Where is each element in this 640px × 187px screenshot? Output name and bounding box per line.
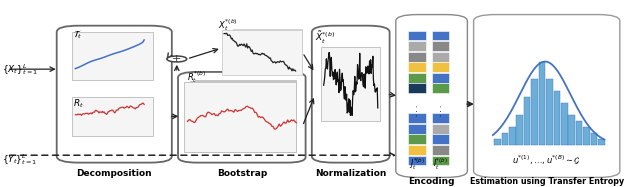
Bar xyxy=(502,133,508,145)
Bar xyxy=(509,127,516,145)
Bar xyxy=(195,80,296,151)
Bar xyxy=(432,73,449,83)
Bar xyxy=(408,145,426,155)
Bar xyxy=(408,113,426,123)
Text: Encoding: Encoding xyxy=(408,177,455,186)
Bar xyxy=(546,79,553,145)
FancyBboxPatch shape xyxy=(178,72,305,163)
Bar xyxy=(539,62,545,145)
Bar xyxy=(72,32,153,80)
Bar xyxy=(221,30,303,75)
Text: $\{X_t\}_{t=1}^L$: $\{X_t\}_{t=1}^L$ xyxy=(2,62,38,77)
Bar xyxy=(408,134,426,144)
Bar xyxy=(524,97,531,145)
Text: · · ·: · · · xyxy=(439,105,445,116)
Bar xyxy=(321,47,380,121)
Bar xyxy=(408,83,426,93)
Bar xyxy=(432,31,449,40)
FancyBboxPatch shape xyxy=(474,15,620,177)
Bar xyxy=(531,79,538,145)
Bar xyxy=(408,52,426,62)
Bar xyxy=(408,73,426,83)
Bar xyxy=(591,133,597,145)
Bar xyxy=(432,41,449,51)
Bar xyxy=(190,81,296,152)
Bar xyxy=(432,124,449,134)
Bar xyxy=(576,121,582,145)
Bar xyxy=(432,62,449,72)
Bar xyxy=(554,91,560,145)
Bar xyxy=(561,103,568,145)
Bar xyxy=(408,31,426,40)
Bar xyxy=(598,139,605,145)
Text: $R_t$: $R_t$ xyxy=(74,98,84,110)
Text: $u^{*(1)}, \ldots, u^{*(B)} \sim \mathcal{G}$: $u^{*(1)}, \ldots, u^{*(B)} \sim \mathca… xyxy=(512,153,581,167)
Bar xyxy=(408,62,426,72)
Text: $I_t^{*(b)}$: $I_t^{*(b)}$ xyxy=(433,156,448,172)
Text: $\mathcal{T}_t$: $\mathcal{T}_t$ xyxy=(74,29,83,42)
Text: Estimation using Transfer Entropy: Estimation using Transfer Entropy xyxy=(470,177,624,186)
Text: $R_t^{*(b)}$: $R_t^{*(b)}$ xyxy=(188,69,207,85)
Bar xyxy=(432,156,449,165)
Bar xyxy=(568,115,575,145)
Bar xyxy=(432,145,449,155)
Text: $J_t^{*(b)}$: $J_t^{*(b)}$ xyxy=(409,156,425,172)
Bar xyxy=(432,83,449,93)
Text: Normalization: Normalization xyxy=(315,169,387,179)
Bar xyxy=(72,97,153,136)
Text: $\{Y_t\}_{t=1}^L$: $\{Y_t\}_{t=1}^L$ xyxy=(2,152,37,167)
Circle shape xyxy=(167,56,187,62)
Text: Decomposition: Decomposition xyxy=(76,169,152,179)
Bar xyxy=(408,41,426,51)
FancyBboxPatch shape xyxy=(57,26,172,163)
Bar xyxy=(233,29,303,73)
Bar xyxy=(494,139,500,145)
Bar xyxy=(408,124,426,134)
FancyBboxPatch shape xyxy=(396,15,467,177)
FancyBboxPatch shape xyxy=(312,26,390,163)
Text: $X_t^{*(b)}$: $X_t^{*(b)}$ xyxy=(218,17,238,33)
Text: · · ·: · · · xyxy=(415,105,421,116)
Bar xyxy=(227,30,303,74)
Bar xyxy=(432,134,449,144)
Bar xyxy=(583,127,590,145)
Text: Bootstrap: Bootstrap xyxy=(217,169,267,179)
Bar xyxy=(408,156,426,165)
Text: +: + xyxy=(172,54,182,64)
Text: $\tilde{X}_t^{*(b)}$: $\tilde{X}_t^{*(b)}$ xyxy=(315,30,335,46)
Bar xyxy=(432,52,449,62)
Bar xyxy=(184,82,296,152)
Bar xyxy=(432,113,449,123)
Bar xyxy=(516,115,523,145)
